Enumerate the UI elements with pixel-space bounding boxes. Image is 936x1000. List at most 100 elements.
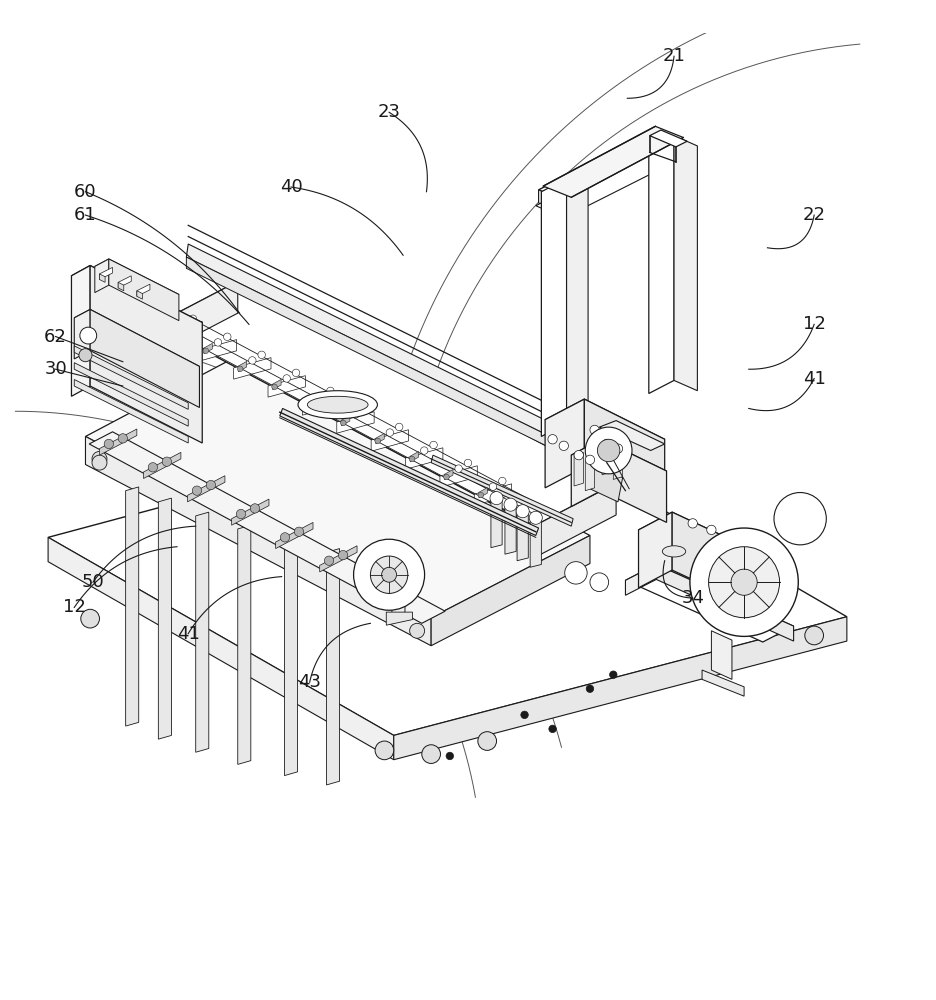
Polygon shape xyxy=(710,631,731,679)
Circle shape xyxy=(489,483,496,490)
Polygon shape xyxy=(431,455,573,526)
Ellipse shape xyxy=(662,546,685,557)
Circle shape xyxy=(294,527,303,536)
Polygon shape xyxy=(158,498,171,739)
Polygon shape xyxy=(613,446,622,479)
Polygon shape xyxy=(187,476,225,502)
Circle shape xyxy=(168,330,174,336)
Polygon shape xyxy=(363,569,401,595)
Text: 34: 34 xyxy=(680,589,704,607)
Polygon shape xyxy=(371,430,408,451)
Circle shape xyxy=(351,411,358,418)
Circle shape xyxy=(257,351,265,359)
Polygon shape xyxy=(545,399,584,488)
Circle shape xyxy=(162,457,171,466)
Circle shape xyxy=(724,531,734,540)
Circle shape xyxy=(327,387,334,395)
Polygon shape xyxy=(599,421,664,450)
Polygon shape xyxy=(95,259,179,302)
Circle shape xyxy=(421,745,440,763)
Polygon shape xyxy=(169,325,178,336)
Polygon shape xyxy=(109,259,179,321)
Polygon shape xyxy=(137,284,150,296)
Polygon shape xyxy=(535,147,680,218)
Ellipse shape xyxy=(307,396,368,413)
Polygon shape xyxy=(71,266,90,396)
Circle shape xyxy=(409,623,424,638)
Text: 23: 23 xyxy=(377,103,401,121)
Circle shape xyxy=(180,321,187,328)
Circle shape xyxy=(574,450,583,460)
Polygon shape xyxy=(655,564,793,641)
Circle shape xyxy=(80,609,99,628)
Polygon shape xyxy=(393,617,846,760)
Polygon shape xyxy=(275,522,313,549)
Polygon shape xyxy=(648,136,673,393)
Text: 21: 21 xyxy=(662,47,685,65)
Circle shape xyxy=(743,537,753,547)
Polygon shape xyxy=(326,549,339,785)
Circle shape xyxy=(250,504,259,513)
Circle shape xyxy=(338,550,347,560)
Circle shape xyxy=(602,432,611,441)
Circle shape xyxy=(360,405,368,413)
Polygon shape xyxy=(89,432,445,623)
Polygon shape xyxy=(391,556,404,620)
Circle shape xyxy=(92,455,107,470)
Circle shape xyxy=(730,569,756,595)
Polygon shape xyxy=(574,452,583,486)
Polygon shape xyxy=(543,126,682,197)
Circle shape xyxy=(374,438,380,444)
Circle shape xyxy=(340,420,345,426)
Polygon shape xyxy=(268,376,305,397)
Circle shape xyxy=(520,711,528,719)
Polygon shape xyxy=(490,495,502,548)
Text: 12: 12 xyxy=(802,315,825,333)
Polygon shape xyxy=(272,379,281,390)
Circle shape xyxy=(590,425,599,435)
Circle shape xyxy=(504,498,517,511)
Polygon shape xyxy=(505,502,516,554)
Circle shape xyxy=(280,533,289,542)
Polygon shape xyxy=(637,512,671,588)
Polygon shape xyxy=(85,436,431,646)
Circle shape xyxy=(430,441,437,449)
Circle shape xyxy=(292,369,300,377)
Circle shape xyxy=(80,327,96,344)
Polygon shape xyxy=(336,412,373,433)
Polygon shape xyxy=(649,130,686,147)
Text: 12: 12 xyxy=(63,598,85,616)
Circle shape xyxy=(586,685,593,692)
Polygon shape xyxy=(439,466,476,487)
Polygon shape xyxy=(48,416,846,735)
Circle shape xyxy=(687,519,696,528)
Polygon shape xyxy=(231,499,269,525)
Circle shape xyxy=(477,732,496,750)
Polygon shape xyxy=(602,441,611,475)
Text: 60: 60 xyxy=(74,183,96,201)
Polygon shape xyxy=(165,322,202,343)
Circle shape xyxy=(214,339,222,346)
Polygon shape xyxy=(90,266,202,443)
Circle shape xyxy=(773,493,826,545)
Circle shape xyxy=(224,333,231,341)
Polygon shape xyxy=(517,508,528,561)
Circle shape xyxy=(446,752,453,760)
Circle shape xyxy=(368,579,377,589)
Polygon shape xyxy=(186,257,599,472)
Circle shape xyxy=(689,528,797,636)
Polygon shape xyxy=(155,281,616,526)
Polygon shape xyxy=(541,179,566,436)
Polygon shape xyxy=(74,309,90,359)
Circle shape xyxy=(548,725,556,733)
Polygon shape xyxy=(538,131,682,202)
Circle shape xyxy=(706,525,715,535)
Circle shape xyxy=(118,434,127,443)
Circle shape xyxy=(370,556,407,593)
Circle shape xyxy=(374,741,393,760)
Circle shape xyxy=(477,492,483,498)
Ellipse shape xyxy=(298,391,377,419)
Polygon shape xyxy=(280,408,538,536)
Polygon shape xyxy=(545,399,664,460)
Polygon shape xyxy=(431,536,590,646)
